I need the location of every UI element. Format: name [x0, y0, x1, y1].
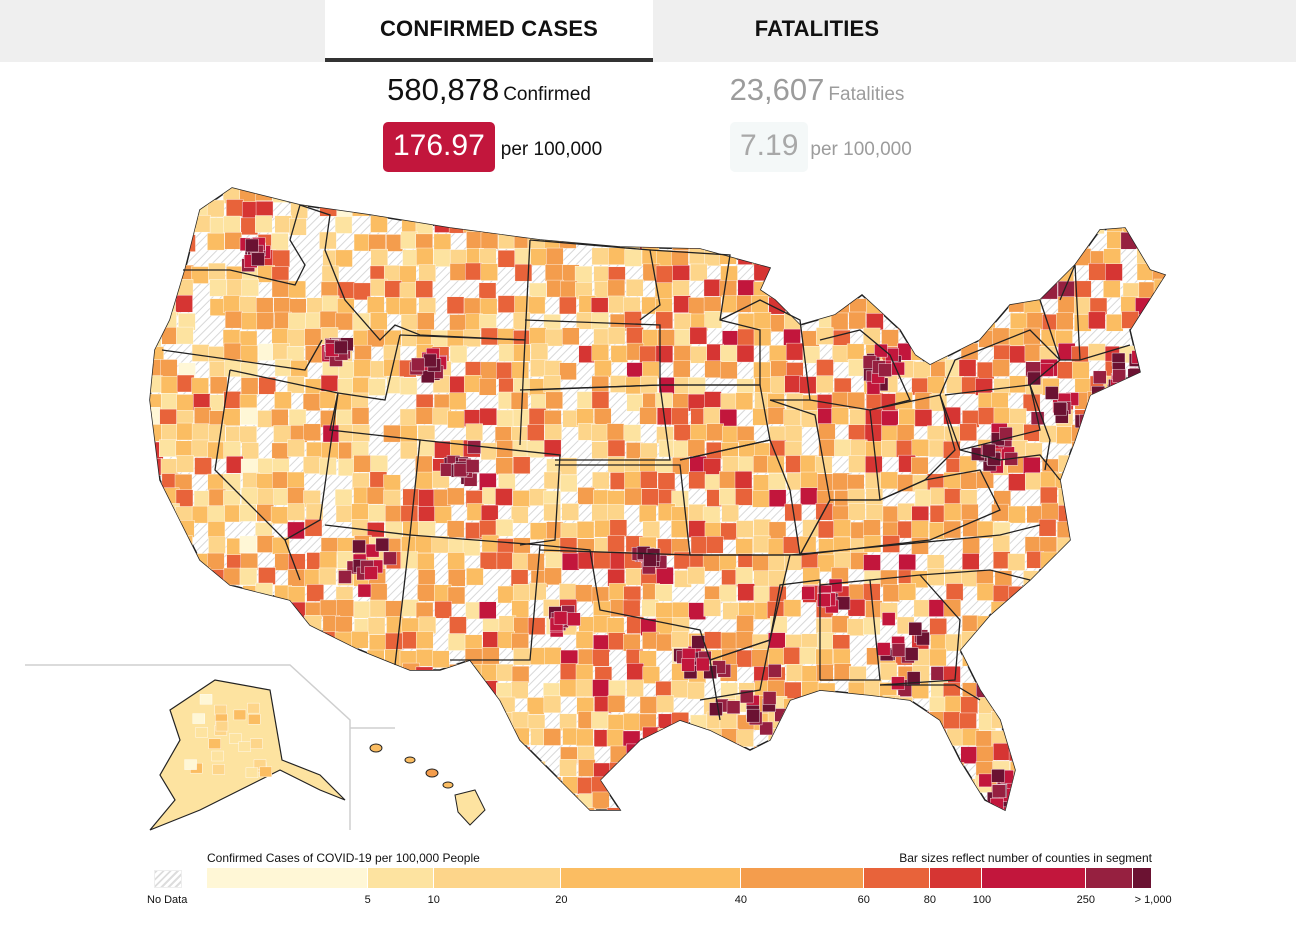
- fatalities-count: 23,607: [729, 72, 825, 107]
- contiguous-us-map[interactable]: [143, 183, 1188, 840]
- alaska-inset[interactable]: [25, 664, 351, 831]
- tab-fatalities[interactable]: FATALITIES: [754, 16, 880, 41]
- confirmed-total: 580,878 Confirmed: [325, 72, 653, 108]
- confirmed-unit: Confirmed: [503, 84, 591, 105]
- legend-tick-label: 80: [923, 894, 937, 906]
- legend-segment: [981, 868, 1086, 888]
- legend-tick-label: 60: [857, 894, 870, 906]
- confirmed-rate-badge: 176.97: [383, 122, 495, 172]
- legend-tick-label: 250: [1076, 894, 1096, 906]
- us-choropleth-map[interactable]: [0, 180, 1296, 840]
- legend-segment: [561, 868, 741, 888]
- legend-segment: [433, 868, 562, 888]
- legend-segment: [929, 868, 982, 888]
- legend-segment: [1085, 868, 1134, 888]
- legend-tick-label: > 1,000: [1134, 894, 1172, 906]
- state-borders: [161, 204, 1131, 721]
- no-data-label: No Data: [147, 894, 188, 906]
- legend-color-bar: [207, 868, 1152, 888]
- fatalities-rate: 7.19 per 100,000: [730, 122, 912, 172]
- legend-tick-label: 20: [555, 894, 568, 906]
- fatalities-total: 23,607 Fatalities: [653, 72, 981, 108]
- fatalities-rate-unit: per 100,000: [810, 139, 912, 160]
- legend-tick-label: 40: [734, 894, 748, 906]
- tab-confirmed-cases[interactable]: CONFIRMED CASES: [325, 0, 653, 62]
- fatalities-unit: Fatalities: [828, 84, 905, 105]
- legend-note: Bar sizes reflect number of counties in …: [899, 851, 1152, 865]
- legend-segment: [367, 868, 434, 888]
- legend-title: Confirmed Cases of COVID-19 per 100,000 …: [207, 851, 480, 865]
- legend-tick-label: 10: [427, 894, 440, 906]
- confirmed-count: 580,878: [387, 72, 500, 107]
- hawaii-inset[interactable]: [350, 727, 486, 826]
- confirmed-rate: 176.97 per 100,000: [383, 122, 602, 172]
- tab-bar: CONFIRMED CASES FATALITIES: [0, 0, 1296, 62]
- legend-segment: [740, 868, 864, 888]
- confirmed-rate-unit: per 100,000: [500, 139, 603, 160]
- legend-segment: [863, 868, 930, 888]
- legend-tick-label: 5: [364, 894, 371, 906]
- fatalities-rate-badge: 7.19: [730, 122, 809, 172]
- no-data-swatch: [154, 870, 182, 888]
- legend-segment: [1133, 868, 1152, 888]
- legend-segment: [207, 868, 368, 888]
- legend-tick-label: 100: [972, 894, 992, 906]
